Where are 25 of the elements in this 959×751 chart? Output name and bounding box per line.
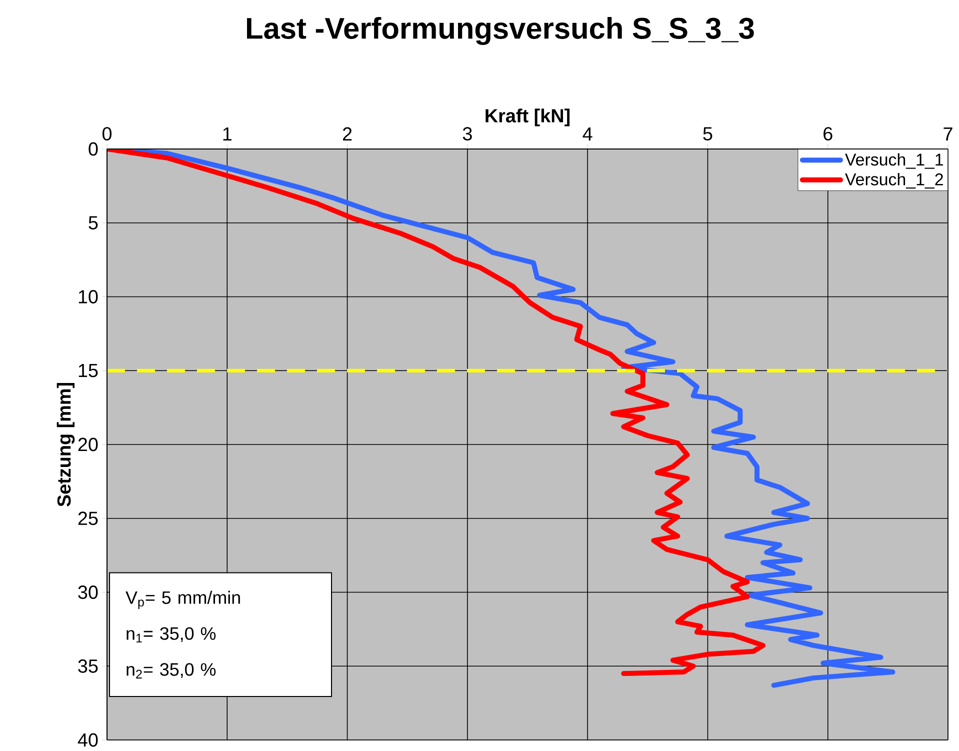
y-tick-label: 25	[78, 512, 98, 526]
x-tick-label: 0	[102, 127, 112, 140]
y-tick-label: 0	[88, 142, 98, 156]
x-tick-label: 3	[462, 127, 472, 140]
y-tick-label: 30	[78, 586, 98, 599]
y-tick-label: 40	[78, 733, 98, 747]
x-tick-label: 2	[342, 127, 352, 140]
y-tick-label: 10	[78, 290, 98, 304]
annotation: V$_{p}$= 5 mm/min	[126, 590, 240, 609]
x-axis-title: Kraft [kN]	[486, 108, 570, 126]
x-tick-label: 4	[582, 127, 592, 140]
chart-title: Last -Verformungsversuch S_S_3_3	[247, 16, 754, 45]
x-tick-label: 5	[703, 127, 712, 140]
legend-label: Versuch_1_2	[845, 172, 943, 189]
x-tick-label: 1	[223, 127, 232, 140]
x-tick-label: 6	[824, 127, 832, 140]
y-tick-label: 5	[88, 216, 98, 230]
annotation: n$_{1}$= 35,0 %	[126, 627, 216, 642]
y-tick-label: 15	[78, 364, 98, 378]
y-tick-label: 20	[78, 438, 98, 452]
legend-label: Versuch_1_1	[845, 153, 943, 169]
y-tick-label: 35	[78, 659, 98, 673]
y-axis-title: Setzung [mm]	[56, 383, 75, 507]
annotation: n$_{2}$= 35,0 %	[126, 663, 216, 678]
x-tick-label: 7	[944, 127, 952, 140]
